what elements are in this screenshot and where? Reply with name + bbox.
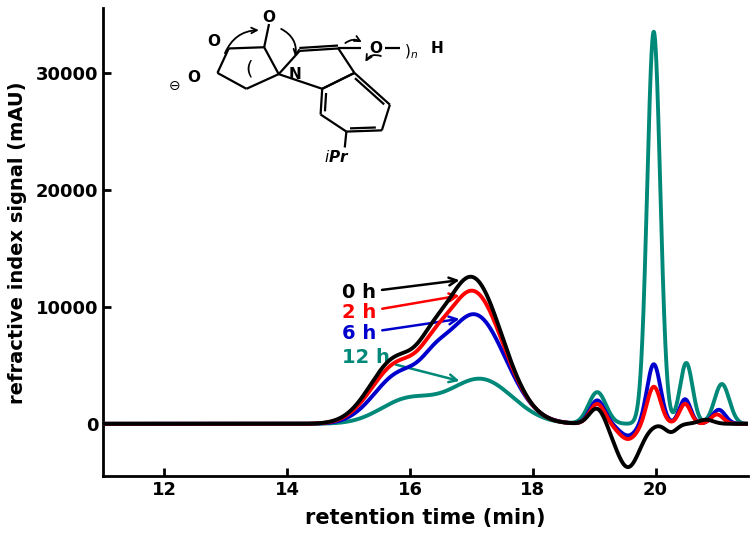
Text: 0 h: 0 h [342, 278, 457, 302]
Y-axis label: refractive index signal (mAU): refractive index signal (mAU) [8, 81, 27, 404]
X-axis label: retention time (min): retention time (min) [305, 508, 546, 527]
Text: 12 h: 12 h [342, 348, 457, 382]
Text: 2 h: 2 h [342, 294, 457, 322]
Text: 6 h: 6 h [342, 317, 457, 343]
